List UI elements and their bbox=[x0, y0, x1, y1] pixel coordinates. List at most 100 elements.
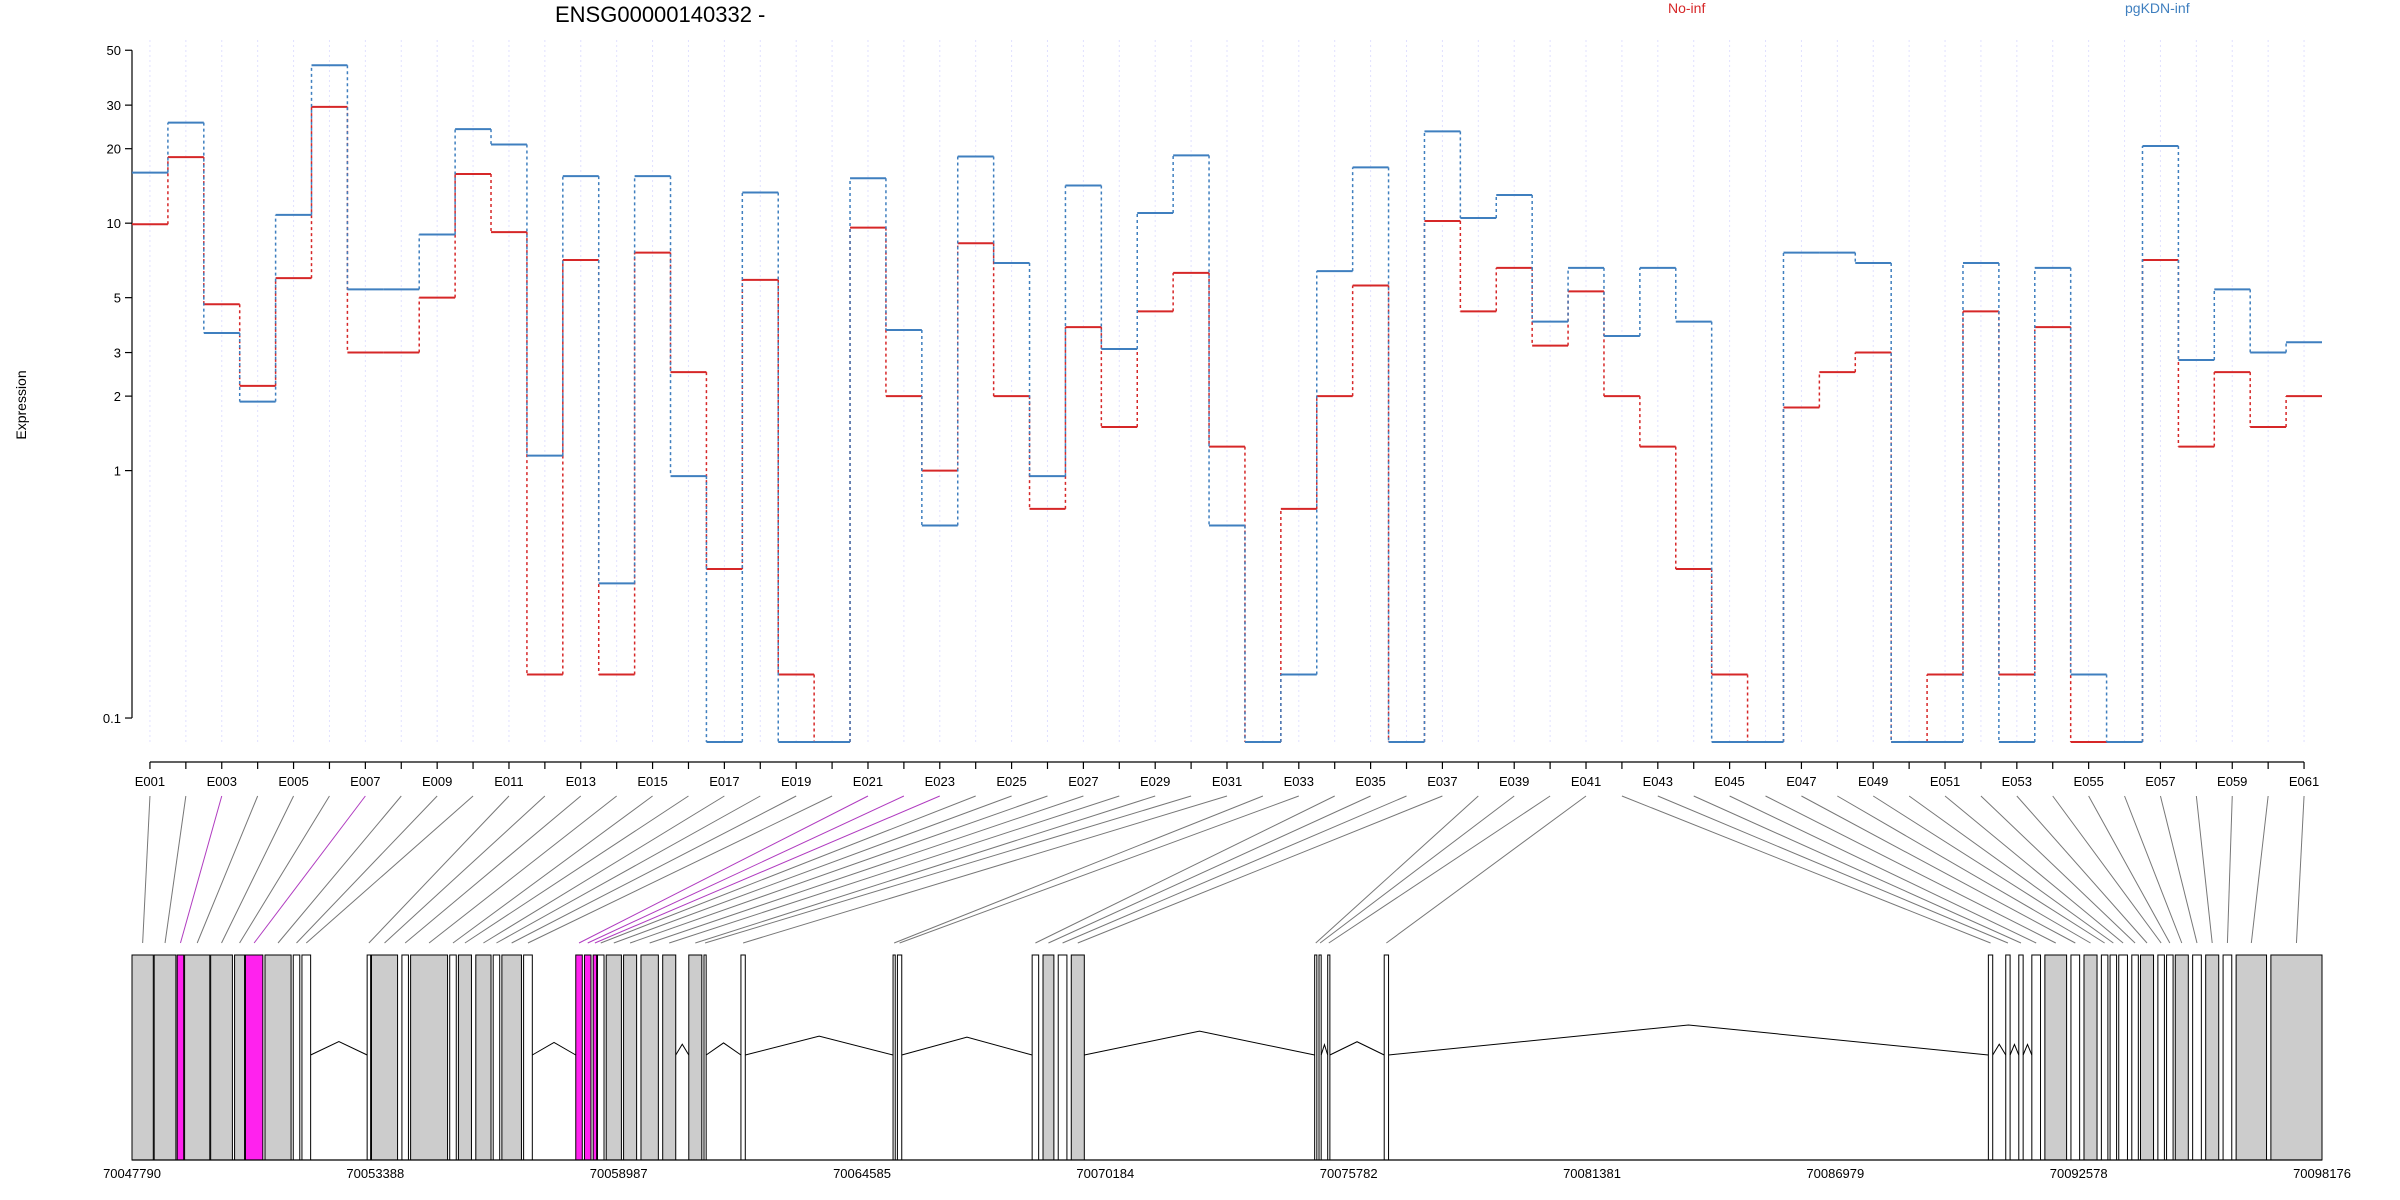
y-tick-label: 1 bbox=[114, 464, 121, 479]
exon-connector bbox=[1621, 795, 1991, 944]
exon-box bbox=[2205, 954, 2220, 1161]
exon-connector bbox=[600, 795, 976, 944]
exon-box bbox=[1314, 954, 1318, 1161]
exon-label: E021 bbox=[853, 774, 883, 789]
exon-box bbox=[370, 954, 399, 1161]
intron-line bbox=[745, 1035, 894, 1056]
y-axis: 0.1 1 2 3 5 10 20 30 50 bbox=[103, 43, 133, 726]
exon-box bbox=[2044, 954, 2068, 1161]
exon-label: E001 bbox=[135, 774, 165, 789]
exon-label: E017 bbox=[709, 774, 739, 789]
exon-label: E051 bbox=[1930, 774, 1960, 789]
exon-box bbox=[2139, 954, 2155, 1161]
exon-box bbox=[1987, 954, 1994, 1161]
exon-box bbox=[896, 954, 903, 1161]
y-tick-label: 0.1 bbox=[103, 711, 121, 726]
exon-connector bbox=[1944, 795, 2124, 944]
y-tick-label: 3 bbox=[114, 346, 121, 361]
exon-box bbox=[2222, 954, 2233, 1161]
exon-box bbox=[662, 954, 677, 1161]
intron-line bbox=[2022, 1043, 2033, 1056]
exon-connector bbox=[1693, 795, 2022, 944]
exon-box bbox=[210, 954, 233, 1161]
intron-line bbox=[310, 1041, 368, 1056]
exon-box bbox=[592, 954, 598, 1161]
x-axis: E001 E003 E005 E007 E009 E011 E013 E015 E017 E019… bbox=[135, 761, 2319, 789]
exon-connector bbox=[1062, 795, 1407, 944]
exon-connector bbox=[1048, 795, 1371, 944]
exon-label: E023 bbox=[925, 774, 955, 789]
exon-box bbox=[1318, 954, 1322, 1161]
exon-label: E025 bbox=[996, 774, 1026, 789]
intron-line bbox=[532, 1041, 577, 1056]
exon-box bbox=[301, 954, 312, 1161]
exon-box bbox=[2157, 954, 2165, 1161]
exon-connector bbox=[239, 795, 330, 944]
exon-connector bbox=[296, 795, 438, 944]
exon-box bbox=[1327, 954, 1331, 1161]
exon-box bbox=[244, 954, 264, 1161]
exon-label: E045 bbox=[1714, 774, 1744, 789]
genomic-coordinate-label: 70058987 bbox=[590, 1166, 648, 1181]
y-tick-label: 5 bbox=[114, 291, 121, 306]
exon-box bbox=[501, 954, 522, 1161]
series-lines bbox=[132, 64, 2322, 743]
intron-line bbox=[675, 1043, 690, 1056]
intron-line bbox=[901, 1036, 1033, 1056]
exon-connector bbox=[464, 795, 689, 944]
exon-box bbox=[184, 954, 211, 1161]
exon-connector bbox=[2250, 795, 2269, 944]
exon-label: E047 bbox=[1786, 774, 1816, 789]
exon-connector bbox=[511, 795, 797, 944]
exon-box bbox=[583, 954, 592, 1161]
exon-connector bbox=[704, 795, 1192, 944]
y-tick-label: 20 bbox=[107, 142, 121, 157]
chart-title: ENSG00000140332 - bbox=[555, 2, 765, 27]
exon-connector bbox=[2088, 795, 2171, 944]
exon-connector bbox=[196, 795, 259, 944]
exon-box bbox=[475, 954, 492, 1161]
exon-label: E013 bbox=[566, 774, 596, 789]
exon-box bbox=[2118, 954, 2128, 1161]
exon-box bbox=[740, 954, 746, 1161]
genomic-coordinate-label: 70070184 bbox=[1076, 1166, 1134, 1181]
exon-connector bbox=[2124, 795, 2183, 944]
exon-box bbox=[2018, 954, 2024, 1161]
exon-connector bbox=[253, 795, 366, 944]
exon-connector bbox=[1319, 795, 1515, 944]
exon-label: E019 bbox=[781, 774, 811, 789]
exon-label: E053 bbox=[2002, 774, 2032, 789]
series-pgkdn-inf bbox=[132, 64, 2322, 743]
exon-box bbox=[703, 954, 707, 1161]
exon-connector bbox=[742, 795, 1228, 944]
exon-box bbox=[2109, 954, 2118, 1161]
exon-connector bbox=[277, 795, 402, 944]
exon-box bbox=[1070, 954, 1085, 1161]
exon-box bbox=[892, 954, 896, 1161]
exon-box bbox=[688, 954, 703, 1161]
exon-connector bbox=[384, 795, 546, 944]
exon-box bbox=[2083, 954, 2098, 1161]
exon-connector bbox=[1729, 795, 2037, 944]
exon-connectors bbox=[142, 795, 2305, 944]
intron-line bbox=[1992, 1043, 2007, 1056]
exon-connector bbox=[578, 795, 869, 944]
exon-connector bbox=[1386, 795, 1587, 944]
exon-connector bbox=[669, 795, 1120, 944]
exon-box bbox=[366, 954, 372, 1161]
exon-box bbox=[449, 954, 457, 1161]
exon-connector bbox=[587, 795, 905, 944]
intron-line bbox=[1329, 1041, 1385, 1056]
exon-label: E027 bbox=[1068, 774, 1098, 789]
intron-line bbox=[2009, 1043, 2020, 1056]
exon-label: E049 bbox=[1858, 774, 1888, 789]
exon-box bbox=[640, 954, 659, 1161]
genomic-coordinate-label: 70053388 bbox=[346, 1166, 404, 1181]
exon-connector bbox=[2226, 795, 2233, 944]
exon-box bbox=[2166, 954, 2174, 1161]
exon-box bbox=[2031, 954, 2042, 1161]
exon-label: E035 bbox=[1355, 774, 1385, 789]
genomic-coordinate-label: 70092578 bbox=[2050, 1166, 2108, 1181]
exon-connector bbox=[496, 795, 761, 944]
